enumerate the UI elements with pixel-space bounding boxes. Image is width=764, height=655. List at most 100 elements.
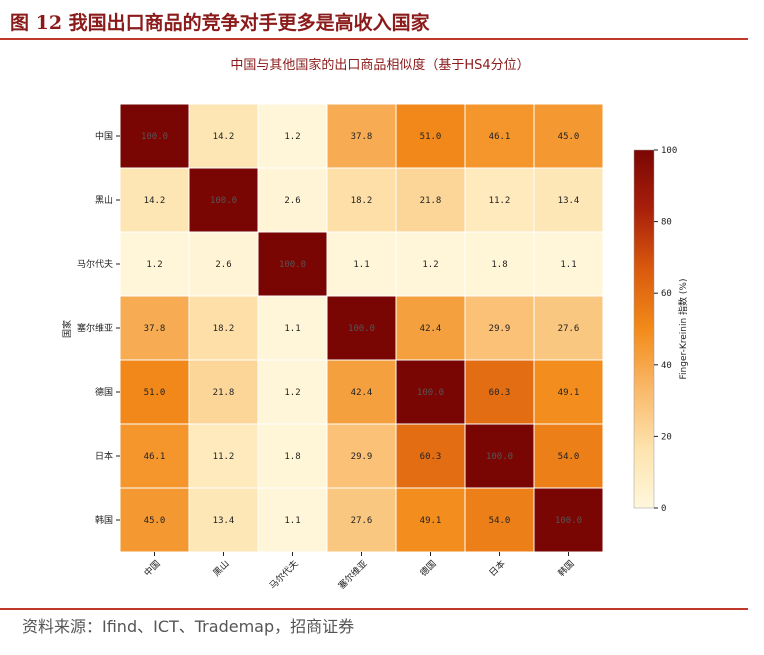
heatmap-cell bbox=[464, 295, 535, 361]
colorbar-tick-label: 60 bbox=[661, 289, 672, 299]
cell-value-label: 100.0 bbox=[210, 196, 237, 206]
heatmap-cell bbox=[395, 167, 466, 233]
colorbar-label: Finger-Kreinin 指数 (%) bbox=[677, 279, 689, 380]
cell-value-label: 1.2 bbox=[146, 260, 162, 270]
heatmap-cell bbox=[533, 167, 604, 233]
cell-value-label: 49.1 bbox=[558, 388, 580, 398]
cell-value-label: 54.0 bbox=[489, 516, 511, 526]
cell-value-label: 100.0 bbox=[486, 452, 513, 462]
heatmap-cells: 100.0 14.2 1.2 37.8 51.0 46.1 45.0 14.2 100.0 2.6… bbox=[119, 103, 604, 553]
cell-value-label: 51.0 bbox=[144, 388, 166, 398]
heatmap-cell bbox=[533, 231, 604, 297]
cell-value-label: 21.8 bbox=[213, 388, 235, 398]
cell-value-label: 100.0 bbox=[348, 324, 375, 334]
cell-value-label: 42.4 bbox=[420, 324, 442, 334]
cell-value-label: 42.4 bbox=[351, 388, 373, 398]
chart-title: 中国与其他国家的出口商品相似度（基于HS4分位） bbox=[230, 57, 529, 73]
cell-value-label: 27.6 bbox=[558, 324, 580, 334]
colorbar: 0 20 40 60 80 100 Finger-Kreinin 指数 (%) bbox=[633, 146, 689, 514]
heatmap-cell bbox=[464, 103, 535, 169]
cell-value-label: 100.0 bbox=[141, 132, 168, 142]
cell-value-label: 1.2 bbox=[284, 388, 300, 398]
x-tick-label: 日本 bbox=[486, 558, 507, 579]
y-axis-label: 国家 bbox=[61, 320, 73, 338]
cell-value-label: 2.6 bbox=[284, 196, 300, 206]
heatmap-cell bbox=[257, 167, 328, 233]
y-tick-label: 韩国 bbox=[95, 514, 113, 526]
cell-value-label: 37.8 bbox=[351, 132, 373, 142]
heatmap-cell bbox=[119, 231, 190, 297]
y-tick-label: 马尔代夫 bbox=[77, 258, 113, 270]
cell-value-label: 29.9 bbox=[351, 452, 373, 462]
cell-value-label: 1.2 bbox=[284, 132, 300, 142]
heatmap-cell bbox=[188, 103, 259, 169]
heatmap-cell bbox=[533, 423, 604, 489]
heatmap-cell bbox=[464, 167, 535, 233]
cell-value-label: 45.0 bbox=[558, 132, 580, 142]
y-tick-label: 中国 bbox=[95, 130, 113, 142]
cell-value-label: 21.8 bbox=[420, 196, 442, 206]
bottom-rule bbox=[0, 608, 748, 610]
heatmap-cell bbox=[257, 423, 328, 489]
x-tick-label: 中国 bbox=[141, 558, 162, 579]
y-tick-label: 日本 bbox=[95, 450, 113, 462]
colorbar-tick-label: 80 bbox=[661, 218, 672, 228]
colorbar-tick-label: 40 bbox=[661, 361, 672, 371]
cell-value-label: 14.2 bbox=[144, 196, 166, 206]
heatmap-cell bbox=[326, 487, 397, 553]
y-tick-label: 德国 bbox=[95, 386, 113, 398]
cell-value-label: 60.3 bbox=[489, 388, 511, 398]
top-rule bbox=[0, 38, 748, 40]
cell-value-label: 1.8 bbox=[491, 260, 507, 270]
x-ticks: 中国 黑山 马尔代夫 塞尔维亚 德国 日本 韩国 bbox=[141, 552, 577, 592]
cell-value-label: 27.6 bbox=[351, 516, 373, 526]
x-tick-label: 马尔代夫 bbox=[267, 558, 301, 592]
cell-value-label: 18.2 bbox=[213, 324, 235, 334]
cell-value-label: 14.2 bbox=[213, 132, 235, 142]
heatmap-cell bbox=[257, 295, 328, 361]
cell-value-label: 2.6 bbox=[215, 260, 231, 270]
heatmap-cell bbox=[464, 423, 535, 489]
heatmap-cell bbox=[119, 423, 190, 489]
cell-value-label: 18.2 bbox=[351, 196, 373, 206]
heatmap-cell bbox=[395, 423, 466, 489]
heatmap-cell bbox=[257, 359, 328, 425]
cell-value-label: 1.1 bbox=[560, 260, 576, 270]
cell-value-label: 13.4 bbox=[558, 196, 580, 206]
cell-value-label: 60.3 bbox=[420, 452, 442, 462]
cell-value-label: 51.0 bbox=[420, 132, 442, 142]
y-tick-label: 塞尔维亚 bbox=[77, 322, 113, 334]
x-tick-label: 德国 bbox=[417, 558, 438, 579]
cell-value-label: 54.0 bbox=[558, 452, 580, 462]
cell-value-label: 11.2 bbox=[213, 452, 235, 462]
colorbar-tick-label: 100 bbox=[661, 146, 677, 156]
heatmap-cell bbox=[119, 295, 190, 361]
cell-value-label: 37.8 bbox=[144, 324, 166, 334]
heatmap-cell bbox=[326, 231, 397, 297]
cell-value-label: 29.9 bbox=[489, 324, 511, 334]
x-tick-label: 黑山 bbox=[211, 558, 232, 579]
cell-value-label: 46.1 bbox=[489, 132, 511, 142]
x-tick-label: 韩国 bbox=[555, 558, 576, 579]
cell-value-label: 1.8 bbox=[284, 452, 300, 462]
heatmap-cell bbox=[533, 359, 604, 425]
heatmap-cell bbox=[464, 487, 535, 553]
heatmap-cell bbox=[395, 295, 466, 361]
heatmap-cell bbox=[188, 487, 259, 553]
heatmap-cell bbox=[326, 103, 397, 169]
cell-value-label: 100.0 bbox=[555, 516, 582, 526]
cell-value-label: 49.1 bbox=[420, 516, 442, 526]
cell-value-label: 1.2 bbox=[422, 260, 438, 270]
cell-value-label: 46.1 bbox=[144, 452, 166, 462]
y-tick-label: 黑山 bbox=[95, 195, 113, 206]
cell-value-label: 100.0 bbox=[279, 260, 306, 270]
heatmap-cell bbox=[326, 167, 397, 233]
heatmap-cell bbox=[464, 231, 535, 297]
figure-title: 图 12 我国出口商品的竞争对手更多是高收入国家 bbox=[10, 12, 430, 34]
heatmap-cell bbox=[395, 359, 466, 425]
heatmap-cell bbox=[188, 231, 259, 297]
source-note: 资料来源：Ifind、ICT、Trademap，招商证券 bbox=[22, 617, 355, 636]
heatmap-cell bbox=[188, 359, 259, 425]
